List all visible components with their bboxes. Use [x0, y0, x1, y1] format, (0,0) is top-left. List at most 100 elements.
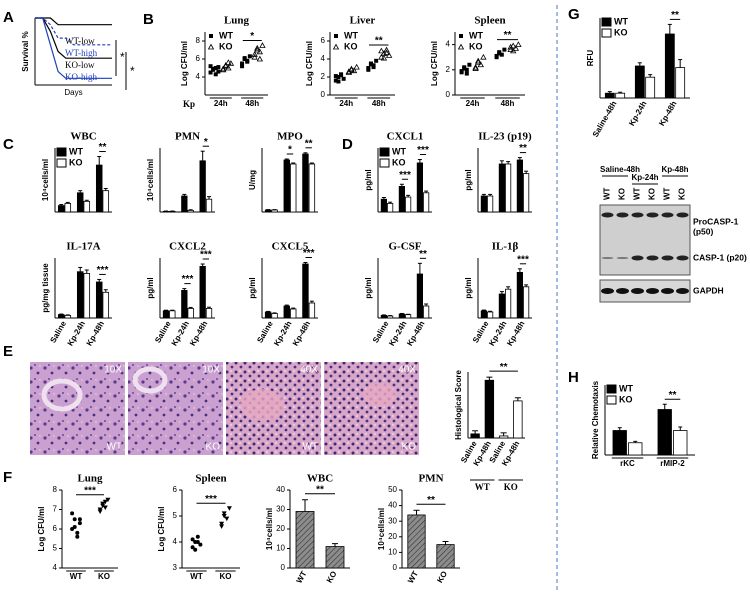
blot-band	[601, 288, 614, 294]
y-tick-label: 40	[388, 501, 397, 510]
y-tick-label: 5	[53, 544, 58, 553]
significance-label: **	[427, 495, 435, 506]
y-axis-label: Log CFU/ml	[180, 41, 189, 86]
y-tick-label: 6	[321, 36, 326, 45]
bar	[470, 433, 480, 439]
data-point	[480, 53, 487, 60]
data-point	[222, 62, 229, 69]
bar	[615, 92, 626, 99]
y-tick-label: 10	[276, 544, 285, 553]
significance-label: ***	[205, 494, 217, 505]
data-point	[383, 49, 390, 56]
data-point	[72, 517, 77, 522]
significance-label: ***	[84, 485, 96, 496]
significance-label: *	[288, 145, 292, 156]
bar	[387, 315, 394, 319]
legend-label: KO	[392, 157, 406, 167]
significance-label: *	[250, 31, 254, 42]
bar	[416, 273, 423, 319]
legend-swatch	[606, 395, 617, 405]
blot-band	[646, 288, 659, 294]
blot-band-label: GAPDH	[693, 285, 724, 295]
panel-letter: C	[3, 136, 14, 153]
panel-letter: D	[342, 136, 353, 153]
bar	[64, 203, 72, 213]
data-point	[221, 514, 227, 519]
y-tick-label: 4	[196, 72, 201, 81]
region	[240, 389, 284, 421]
bar	[480, 310, 487, 319]
bar	[102, 291, 110, 319]
data-point	[207, 43, 215, 50]
bar	[407, 514, 426, 569]
chart-title: IL-1β	[492, 241, 519, 253]
significance-label: **	[99, 142, 107, 153]
group-label: KO	[504, 482, 518, 492]
x-tick-label: 48h	[501, 99, 515, 108]
chart-title: Spleen	[474, 15, 505, 27]
y-tick-label: 30	[276, 505, 285, 514]
bar	[498, 293, 505, 319]
data-point	[378, 47, 385, 54]
data-point	[462, 66, 467, 71]
bar	[523, 286, 530, 319]
chart-title: MPO	[277, 131, 303, 143]
data-point	[254, 46, 261, 53]
bar	[271, 209, 278, 213]
bar	[57, 205, 65, 213]
legend-label: KO	[614, 27, 628, 37]
bar	[205, 307, 213, 319]
panel-letter: A	[3, 9, 14, 26]
legend-swatch	[379, 158, 390, 168]
bar	[398, 185, 405, 213]
data-point	[512, 45, 519, 51]
legend-swatch	[601, 28, 612, 38]
legend-label: WT	[219, 30, 233, 40]
y-tick-label: 4	[173, 537, 178, 546]
y-tick-label: 6	[173, 485, 178, 494]
y-axis-label: pg/ml	[364, 277, 373, 298]
bar	[480, 195, 487, 213]
legend-swatch	[606, 384, 617, 394]
panel-letter: F	[3, 469, 12, 486]
bar	[187, 307, 194, 319]
blot-band	[616, 288, 629, 294]
bar	[516, 159, 523, 213]
bar	[423, 192, 430, 213]
data-point	[459, 34, 463, 38]
legend-label: WT-low	[65, 36, 95, 46]
bar	[102, 190, 110, 213]
data-point	[366, 67, 371, 72]
bar	[199, 160, 206, 213]
data-point	[208, 70, 213, 75]
blot-band	[661, 288, 674, 294]
y-tick-label: 10	[388, 548, 397, 557]
data-point	[385, 52, 393, 58]
data-point	[247, 54, 252, 59]
data-point	[497, 51, 502, 56]
data-point	[475, 58, 482, 65]
data-point	[219, 521, 225, 527]
data-point	[75, 534, 80, 539]
bar	[484, 379, 495, 439]
significance-label: ***	[517, 254, 529, 265]
x-tick-label: KO	[98, 572, 110, 581]
data-point	[77, 517, 82, 522]
airway	[132, 366, 168, 394]
genotype-label: WT	[302, 442, 318, 453]
blot-membrane	[599, 204, 691, 276]
y-tick-label: 2	[446, 65, 451, 74]
chart-title: Lung	[224, 15, 250, 27]
data-point	[209, 34, 213, 38]
legend-label: WT	[392, 146, 406, 156]
y-tick-label: 4	[321, 54, 326, 63]
bar	[387, 203, 394, 213]
data-point	[378, 53, 385, 60]
data-point	[240, 61, 245, 66]
data-point	[219, 524, 225, 529]
blot-band	[631, 288, 644, 294]
y-tick-label: 7	[53, 505, 58, 514]
data-point	[477, 61, 484, 68]
legend-label: WT	[344, 30, 358, 40]
